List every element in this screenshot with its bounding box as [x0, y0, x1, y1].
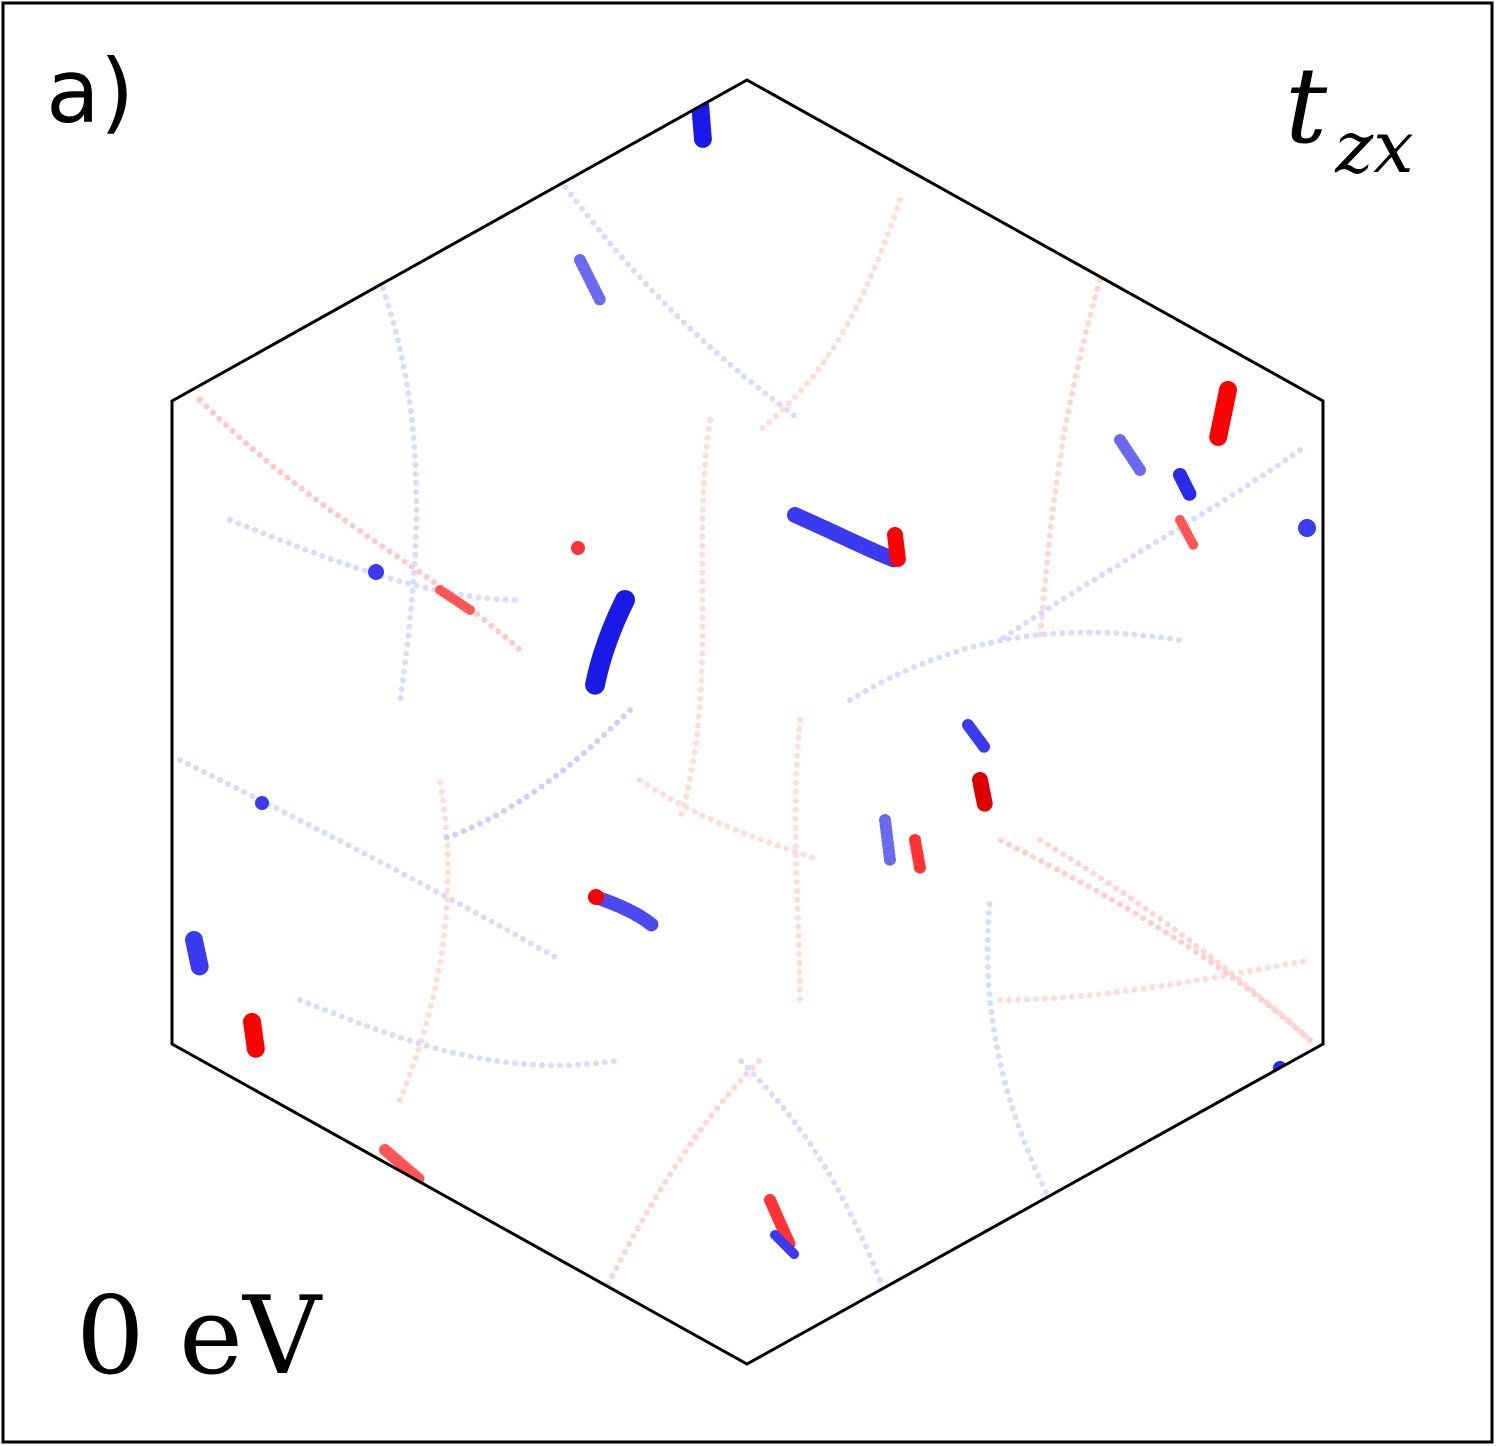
panel-label: a) [46, 40, 134, 143]
quantity-label: t zx [1285, 45, 1414, 189]
quantity-subscript: zx [1334, 105, 1414, 189]
strong-streaks [185, 94, 1316, 1260]
spin-texture [177, 94, 1316, 1303]
energy-label: 0 eV [76, 1274, 323, 1399]
quantity-symbol: t [1285, 45, 1328, 167]
brillouin-zone [170, 78, 1325, 1366]
faint-streaks [177, 177, 1313, 1303]
